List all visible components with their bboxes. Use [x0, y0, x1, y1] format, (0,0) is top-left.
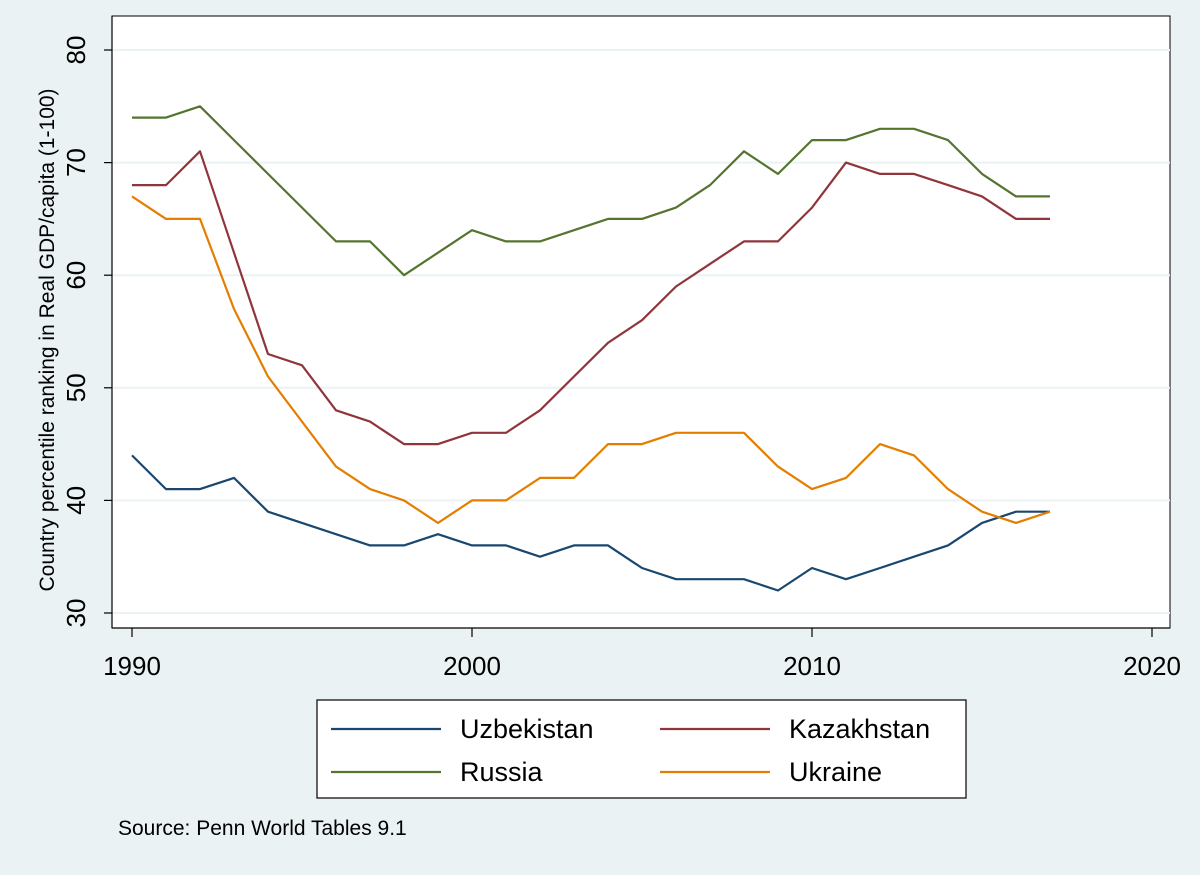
- series-line-kazakhstan: [132, 150, 1050, 446]
- legend-label-uzbekistan: Uzbekistan: [460, 714, 594, 744]
- y-tick-label: 60: [61, 261, 91, 290]
- x-axis: 1990 2000 2010 2020: [103, 627, 1181, 681]
- x-tick-label: 2010: [783, 651, 841, 681]
- y-tick-label: 70: [61, 148, 91, 177]
- legend-label-russia: Russia: [460, 757, 544, 787]
- series-lines: [131, 105, 1051, 592]
- y-tick-label: 30: [61, 599, 91, 628]
- grid-lines: [112, 49, 1170, 614]
- x-tick-label: 1990: [103, 651, 161, 681]
- series-line-uzbekistan: [131, 454, 1050, 592]
- y-tick-label: 80: [61, 36, 91, 65]
- legend: Uzbekistan Kazakhstan Russia Ukraine: [316, 699, 967, 799]
- series-line-ukraine: [131, 195, 1051, 525]
- legend-label-kazakhstan: Kazakhstan: [789, 714, 930, 744]
- source-note: Source: Penn World Tables 9.1: [118, 817, 407, 840]
- series-line-russia: [132, 105, 1050, 277]
- y-axis-title: Country percentile ranking in Real GDP/c…: [36, 88, 59, 591]
- x-tick-label: 2020: [1123, 651, 1181, 681]
- legend-box: [316, 699, 967, 799]
- legend-label-ukraine: Ukraine: [789, 757, 882, 787]
- x-tick-label: 2000: [443, 651, 501, 681]
- y-axis: 30 40 50 60 70 80: [61, 16, 113, 628]
- y-tick-label: 50: [61, 373, 91, 402]
- y-tick-label: 40: [61, 486, 91, 515]
